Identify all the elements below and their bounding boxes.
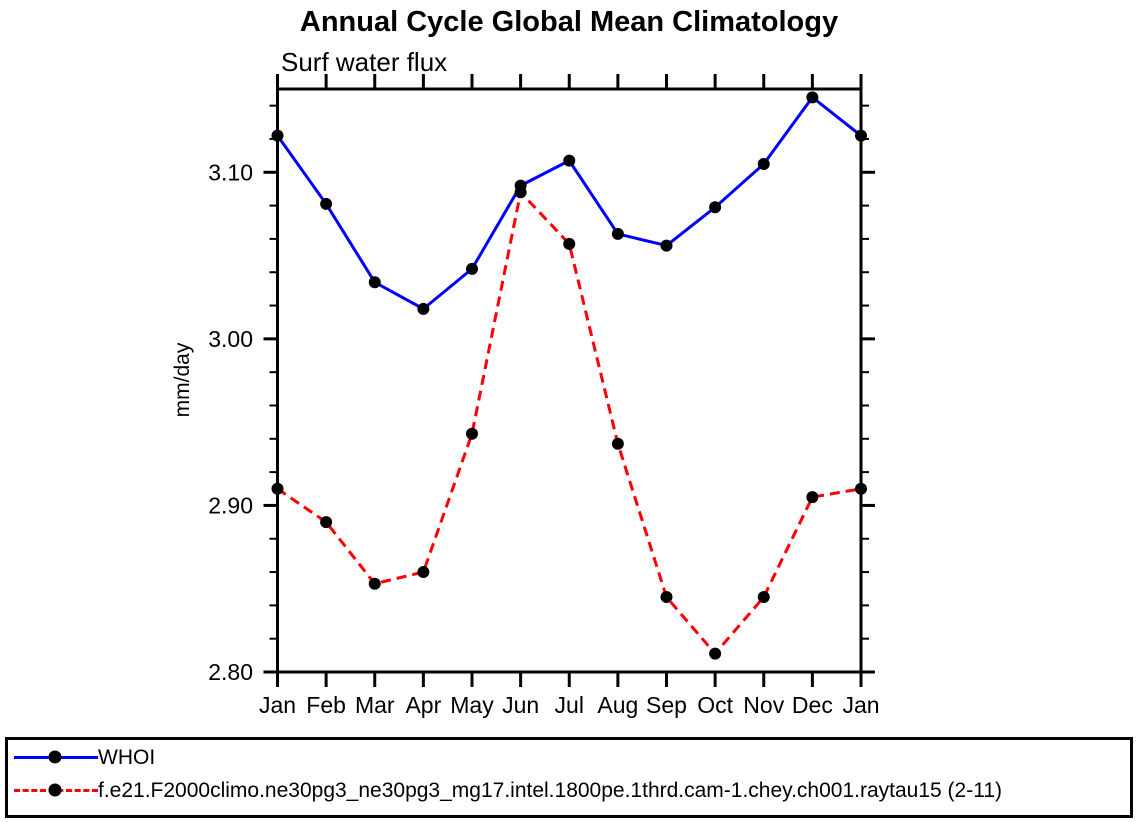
data-point	[757, 157, 770, 170]
data-point	[757, 591, 770, 604]
legend-label: f.e21.F2000climo.ne30pg3_ne30pg3_mg17.in…	[98, 779, 1003, 802]
y-tick-label: 2.80	[208, 659, 253, 685]
data-point	[806, 91, 819, 104]
x-tick-label: Mar	[355, 692, 395, 718]
data-point	[563, 237, 576, 250]
data-point	[660, 591, 673, 604]
x-tick-label: Feb	[306, 692, 346, 718]
x-tick-label: Jul	[555, 692, 584, 718]
legend-marker-dot-icon	[48, 750, 62, 764]
legend-entry-whoi: WHOI	[12, 746, 155, 770]
x-tick-label: Aug	[597, 692, 638, 718]
data-point	[611, 437, 624, 450]
data-point	[709, 647, 722, 660]
series-line-model	[276, 190, 862, 656]
data-point	[466, 262, 478, 275]
chart-title: Annual Cycle Global Mean Climatology	[299, 6, 839, 38]
x-tick-label: Oct	[697, 692, 733, 718]
x-tick-label: May	[450, 692, 494, 718]
legend-marker-dot-icon	[48, 783, 62, 797]
axis-box	[276, 87, 863, 674]
chart-subtitle: Surf water flux	[281, 47, 448, 77]
legend-line-sample-solid	[12, 746, 98, 770]
y-tick-label: 3.00	[208, 326, 253, 352]
x-tick-label: Sep	[646, 692, 687, 718]
data-point	[320, 197, 333, 210]
data-point	[563, 154, 576, 167]
data-point	[466, 427, 478, 440]
x-tick-label: Jan	[842, 692, 879, 718]
x-tick-label: Jun	[502, 692, 539, 718]
legend-line-sample-dashed	[12, 779, 98, 803]
series-line-whoi	[276, 95, 862, 311]
data-point	[368, 577, 381, 590]
legend-box: WHOI f.e21.F2000climo.ne30pg3_ne30pg3_mg…	[5, 737, 1133, 818]
y-tick-label: 2.90	[208, 492, 253, 518]
data-point	[806, 491, 819, 504]
data-point	[320, 516, 333, 529]
data-point	[660, 239, 673, 252]
x-tick-label: Jan	[259, 692, 296, 718]
data-point	[271, 482, 284, 495]
legend-entry-model: f.e21.F2000climo.ne30pg3_ne30pg3_mg17.in…	[12, 779, 1002, 803]
x-tick-label: Dec	[792, 692, 833, 718]
y-tick-label: 3.10	[208, 159, 253, 185]
data-point	[417, 302, 430, 315]
data-point	[611, 227, 624, 240]
data-point	[417, 566, 430, 579]
data-point	[271, 129, 284, 142]
legend-label: WHOI	[98, 746, 156, 769]
data-point	[855, 482, 867, 495]
data-point	[855, 129, 867, 142]
x-tick-label: Nov	[743, 692, 784, 718]
x-tick-label: Apr	[405, 692, 441, 718]
data-point	[368, 276, 381, 289]
data-point	[514, 186, 527, 199]
data-point	[709, 201, 722, 214]
